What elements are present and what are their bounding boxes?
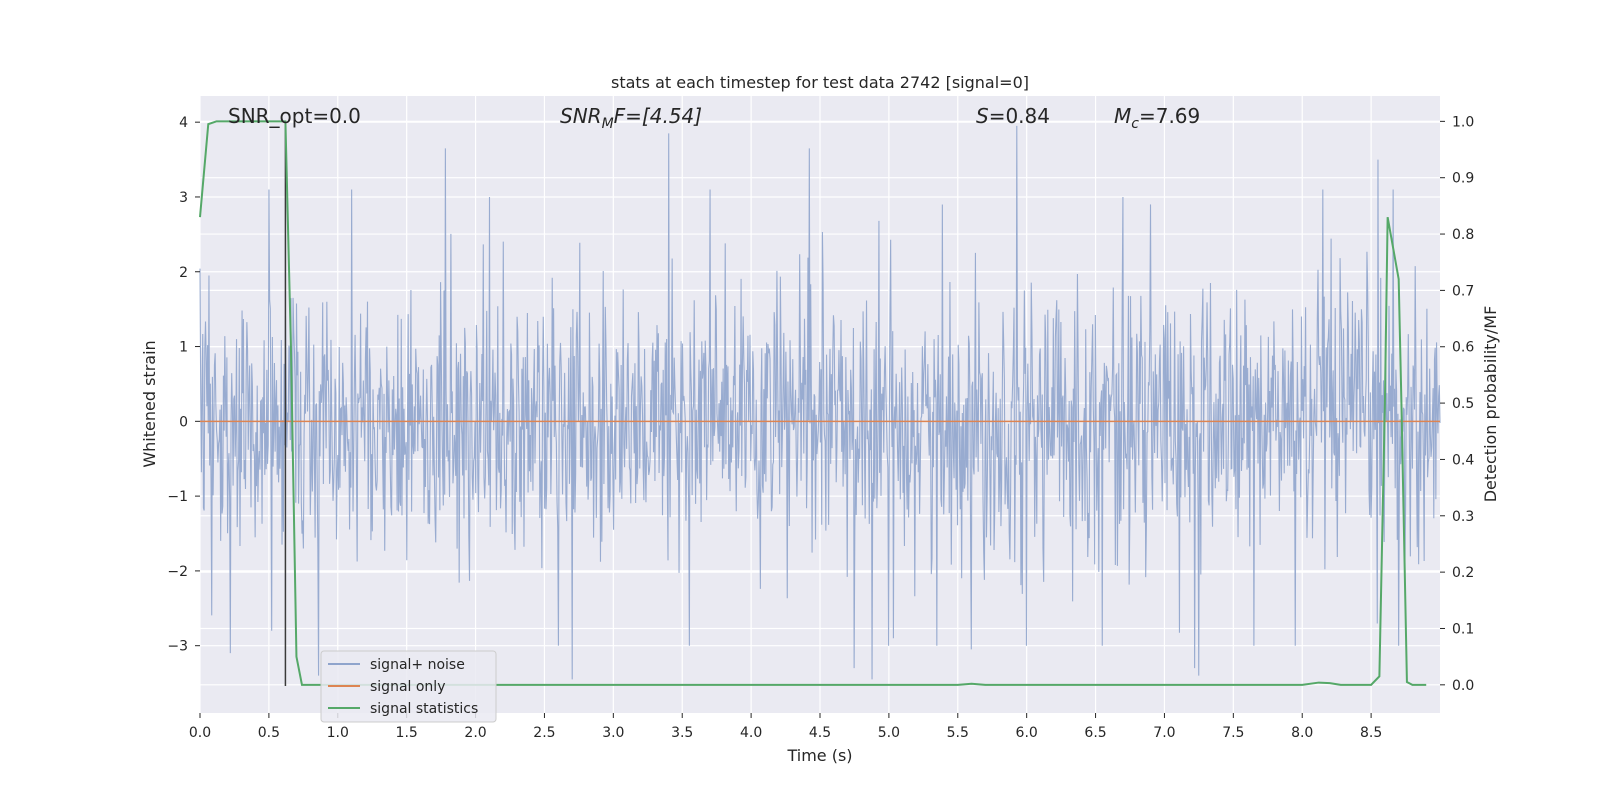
x-axis-ticks: 0.0 0.5 1.0 1.5 2.0 2.5 3.0 3.5 4.0 4.5 5.0 5.5 6.0 6… — [189, 713, 1382, 741]
legend-box — [320, 650, 497, 723]
x-tick-label: 1.5 — [396, 725, 418, 741]
x-tick-label: 6.0 — [1016, 725, 1038, 741]
y-left-tick-label: 0 — [179, 414, 188, 430]
x-axis-label: Time (s) — [786, 746, 852, 765]
x-tick-label: 7.0 — [1153, 725, 1175, 741]
x-tick-label: 3.5 — [671, 725, 693, 741]
annotation-s: S=0.84 — [976, 104, 1050, 128]
y-left-tick-label: 2 — [179, 265, 188, 281]
legend-label-signal-only: signal only — [370, 679, 445, 695]
x-tick-label: 3.0 — [602, 725, 624, 741]
y-right-tick-label: 0.0 — [1452, 678, 1474, 694]
series-signal-noise — [199, 125, 1441, 680]
series-signal-statistics — [199, 120, 1427, 686]
x-tick-label: 0.5 — [258, 725, 280, 741]
x-tick-label: 1.0 — [327, 725, 349, 741]
y-right-tick-label: 0.3 — [1452, 509, 1474, 525]
chart-title: stats at each timestep for test data 274… — [611, 73, 1029, 92]
x-tick-label: 8.5 — [1360, 725, 1382, 741]
y-right-tick-label: 0.7 — [1452, 283, 1474, 299]
y-axis-right-label: Detection probability/MF — [1481, 306, 1500, 503]
y-axis-right-ticks: 0.0 0.1 0.2 0.3 0.4 0.5 0.6 0.7 0.8 0.9 1.0 — [1440, 114, 1474, 694]
legend-label-signal-noise: signal+ noise — [370, 657, 465, 673]
x-tick-label: 4.0 — [740, 725, 762, 741]
x-tick-label: 5.0 — [878, 725, 900, 741]
y-right-tick-label: 1.0 — [1452, 114, 1474, 130]
x-tick-label: 7.5 — [1222, 725, 1244, 741]
y-right-tick-label: 0.6 — [1452, 340, 1474, 356]
y-left-tick-label: 3 — [179, 190, 188, 206]
x-tick-label: 2.0 — [464, 725, 486, 741]
y-right-tick-label: 0.4 — [1452, 452, 1474, 468]
x-tick-label: 4.5 — [809, 725, 831, 741]
x-tick-label: 6.5 — [1084, 725, 1106, 741]
x-tick-label: 0.0 — [189, 725, 211, 741]
y-axis-left-ticks: −3 −2 −1 0 1 2 3 4 — [167, 115, 200, 655]
x-tick-label: 2.5 — [533, 725, 555, 741]
y-left-tick-label: −2 — [167, 564, 188, 580]
y-left-tick-label: −3 — [167, 639, 188, 655]
y-right-tick-label: 0.2 — [1452, 565, 1474, 581]
plot-content — [199, 120, 1441, 686]
y-left-tick-label: 4 — [179, 115, 188, 131]
annotation-snr-mf: SNRMF=[4.54] — [560, 104, 702, 132]
y-right-tick-label: 0.8 — [1452, 227, 1474, 243]
legend-label-signal-statistics: signal statistics — [370, 701, 478, 717]
y-left-tick-label: 1 — [179, 340, 188, 356]
annotation-snr-opt: SNR_opt=0.0 — [228, 104, 361, 128]
x-tick-label: 5.5 — [947, 725, 969, 741]
y-right-tick-label: 0.5 — [1452, 396, 1474, 412]
y-left-tick-label: −1 — [167, 489, 188, 505]
legend: signal+ noise signal only signal statist… — [320, 650, 497, 723]
y-axis-left-label: Whitened strain — [140, 340, 159, 467]
x-tick-label: 8.0 — [1291, 725, 1313, 741]
annotation-mc: Mc=7.69 — [1114, 104, 1200, 132]
y-right-tick-label: 0.1 — [1452, 621, 1474, 637]
y-right-tick-label: 0.9 — [1452, 171, 1474, 187]
